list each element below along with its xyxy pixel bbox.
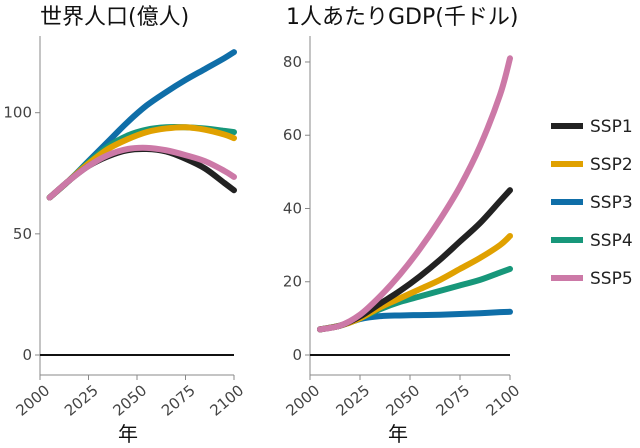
gdp-y-tick-label: 40 <box>283 199 302 217</box>
legend: SSP1 SSP2 SSP3 SSP4 SSP5 <box>551 117 633 289</box>
population-x-tick-label: 2100 <box>206 381 247 419</box>
population-y-tick-label: 50 <box>13 225 32 243</box>
gdp-x-tick-label: 2025 <box>332 381 373 419</box>
population-series-line-ssp5 <box>46 144 237 201</box>
population-x-tick-label: 2025 <box>61 381 102 419</box>
gdp-x-tick-label: 2050 <box>382 381 423 419</box>
population-x-tick-label: 2000 <box>12 381 53 419</box>
population-chart-title: 世界人口(億人) <box>40 5 189 30</box>
population-x-axis-title: 年 <box>118 422 138 446</box>
population-panel: 世界人口(億人) 0 50 100 2000 2025 2050 2075 2100 年 <box>3 5 247 446</box>
population-y-tick-label: 0 <box>22 346 32 364</box>
gdp-y-tick-label: 20 <box>283 273 302 291</box>
legend-label-ssp2: SSP2 <box>590 155 633 175</box>
gdp-x-tick-label: 2000 <box>282 381 323 419</box>
gdp-x-tick-label: 2100 <box>482 381 523 419</box>
gdp-x-ticks: 2000 2025 2050 2075 2100 <box>282 375 523 420</box>
gdp-x-axis-title: 年 <box>388 422 408 446</box>
gdp-y-ticks: 0 20 40 60 80 <box>283 53 310 364</box>
population-x-tick-label: 2075 <box>158 381 199 419</box>
legend-label-ssp3: SSP3 <box>590 193 633 213</box>
population-x-ticks: 2000 2025 2050 2075 2100 <box>12 375 247 420</box>
legend-label-ssp5: SSP5 <box>590 269 633 289</box>
gdp-series-group <box>317 55 513 333</box>
gdp-series-line-ssp5 <box>317 55 513 333</box>
population-y-ticks: 0 50 100 <box>3 104 40 364</box>
legend-label-ssp4: SSP4 <box>590 231 633 251</box>
gdp-y-tick-label: 80 <box>283 53 302 71</box>
legend-label-ssp1: SSP1 <box>590 117 633 137</box>
population-x-tick-label: 2050 <box>109 381 150 419</box>
population-series-group <box>46 49 237 201</box>
gdp-panel: 1人あたりGDP(千ドル) 0 20 40 60 80 2000 2025 2050 2075… <box>282 5 523 446</box>
population-y-tick-label: 100 <box>3 104 32 122</box>
gdp-y-tick-label: 0 <box>292 346 302 364</box>
gdp-y-tick-label: 60 <box>283 126 302 144</box>
gdp-x-tick-label: 2075 <box>432 381 473 419</box>
gdp-chart-title: 1人あたりGDP(千ドル) <box>286 5 518 30</box>
